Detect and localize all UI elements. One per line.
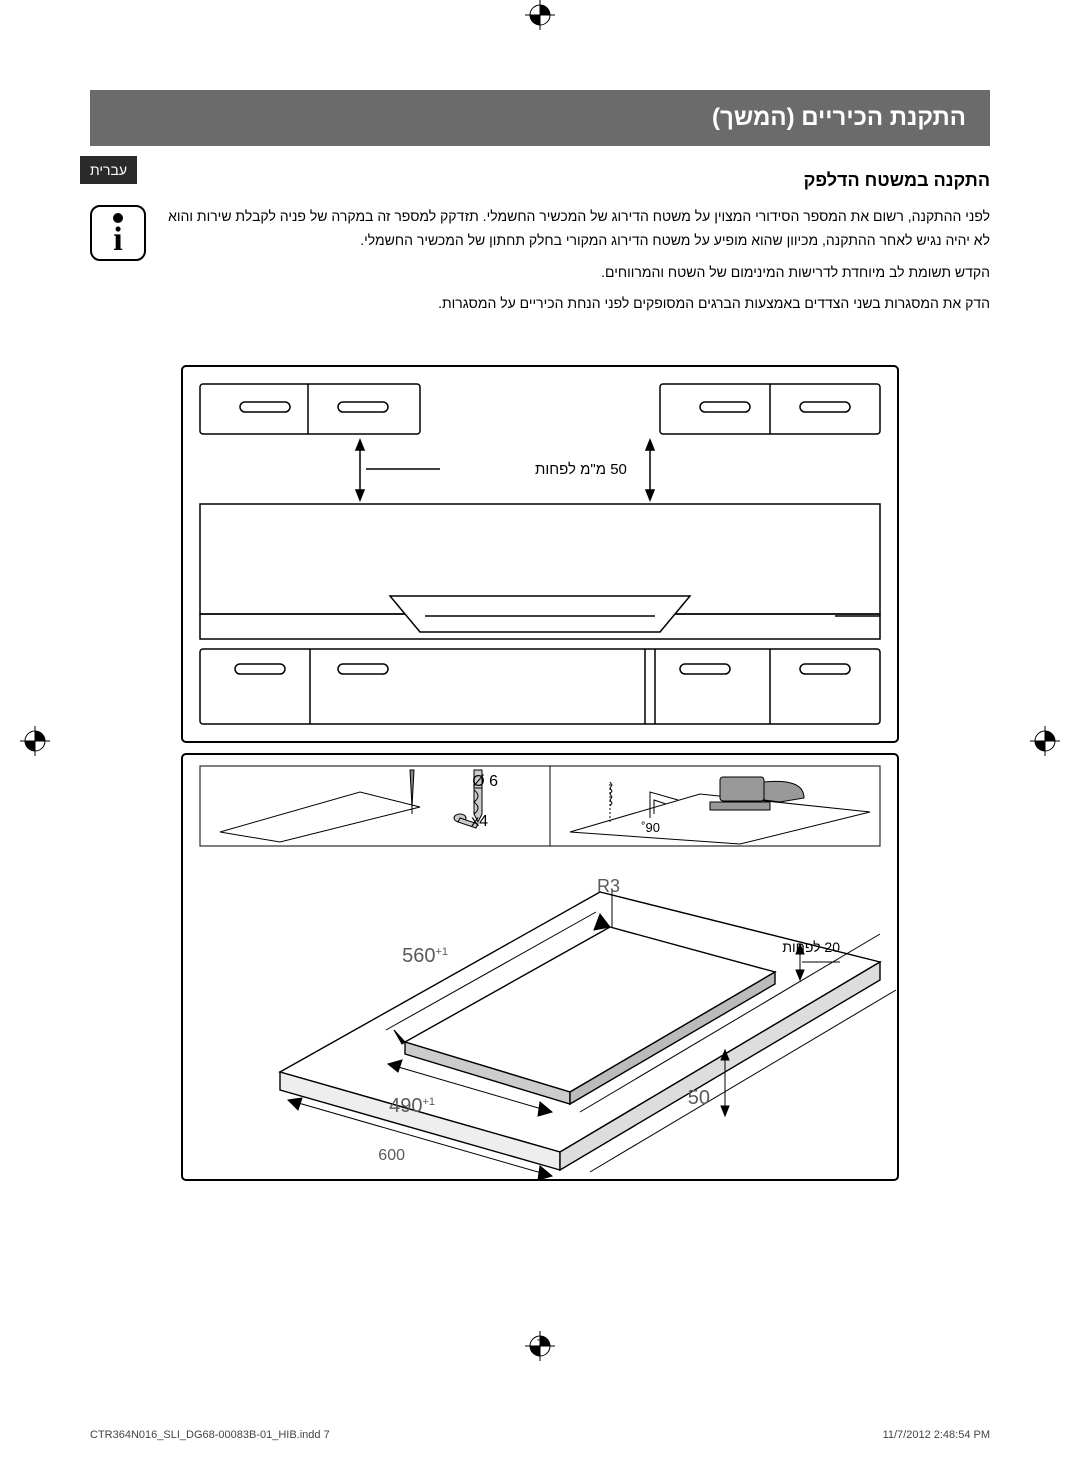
footer-filename: CTR364N016_SLI_DG68-00083B-01_HIB.indd 7 — [90, 1429, 330, 1441]
worktop-depth: 600 — [378, 1147, 405, 1164]
drill-diameter: Ø 6 — [472, 773, 498, 790]
front-margin: 50 — [688, 1087, 710, 1109]
cutout-length: 560+1 — [402, 945, 448, 967]
screw-count: x4 — [471, 813, 488, 830]
info-text: לפני ההתקנה, רשום את המספר הסידורי המצוי… — [162, 205, 990, 324]
language-tab: עברית — [80, 156, 137, 184]
info-paragraph: לפני ההתקנה, רשום את המספר הסידורי המצוי… — [162, 205, 990, 253]
page-title-bar: התקנת הכיריים (המשך) — [90, 90, 990, 146]
corner-radius: R3 — [597, 876, 620, 896]
angle-label: 90˚ — [641, 820, 660, 835]
info-paragraph: הקדש תשומת לב מיוחדת לדרישות המינימום של… — [162, 261, 990, 285]
footer-timestamp: 11/7/2012 2:48:54 PM — [883, 1429, 990, 1441]
page-number: 7 — [537, 1337, 544, 1351]
section-heading: התקנה במשטח הדלפק — [200, 170, 990, 191]
rear-margin-label: 20 לפחות — [782, 939, 840, 955]
kitchen-elevation-diagram: 50 מ"מ לפחות — [180, 364, 900, 744]
clearance-label: 50 מ"מ לפחות — [535, 461, 627, 478]
info-paragraph: הדק את המסגרות בשני הצדדים באמצעות הברגי… — [162, 292, 990, 316]
reg-mark-top — [525, 0, 555, 30]
info-icon: i — [90, 205, 146, 261]
info-callout: i לפני ההתקנה, רשום את המספר הסידורי המצ… — [90, 205, 990, 324]
cutout-diagram: Ø 6 x4 90˚ R3 560+1 — [180, 752, 900, 1182]
page-title: התקנת הכיריים (המשך) — [712, 104, 966, 131]
reg-mark-right — [1030, 726, 1060, 756]
reg-mark-left — [20, 726, 50, 756]
